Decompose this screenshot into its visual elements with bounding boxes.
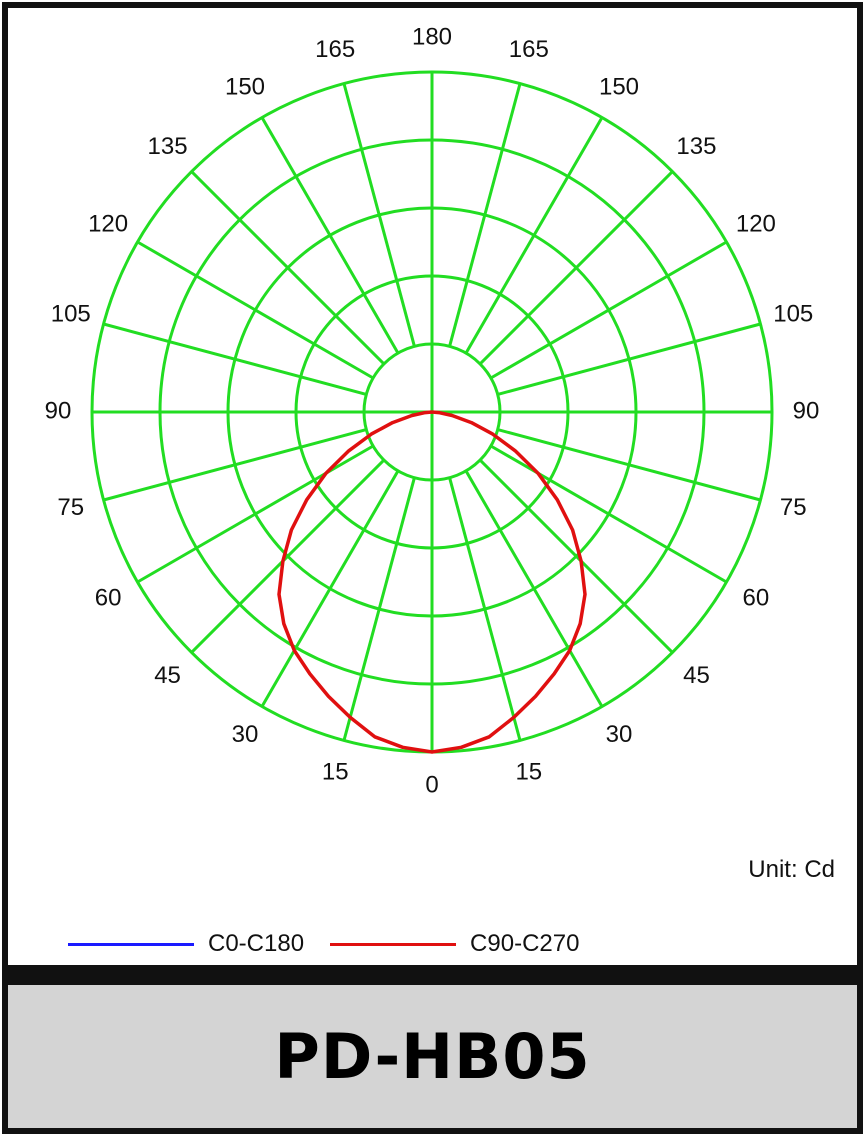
legend-label-c90: C90-C270 [470, 930, 580, 957]
tick-label-right-45: 45 [683, 662, 710, 689]
footer-band: PD-HB05 [8, 985, 857, 1128]
grid-spoke-30-r [464, 470, 604, 708]
tick-label-left-120: 120 [88, 210, 128, 237]
tick-label-left-30: 30 [232, 721, 259, 748]
grid-spoke-15-r [448, 477, 522, 741]
grid-spoke-135-r [479, 170, 674, 365]
tick-label-left-45: 45 [154, 662, 181, 689]
tick-label-right-150: 150 [599, 73, 639, 100]
tick-label-right-135: 135 [676, 133, 716, 160]
tick-label-right-30: 30 [606, 721, 633, 748]
grid-spoke-120-r [490, 240, 728, 380]
grid-spoke-75-r [497, 428, 761, 502]
legend-item-c0: C0-C180 [68, 930, 304, 958]
grid-spoke-150-r [464, 116, 604, 354]
grid-spoke-105-l [103, 322, 367, 396]
tick-label-right-120: 120 [736, 210, 776, 237]
tick-label-right-15: 15 [515, 759, 542, 786]
grid-spoke-45-r [479, 459, 674, 654]
model-title: PD-HB05 [274, 1020, 591, 1093]
legend-swatch-c90 [330, 942, 457, 946]
divider-bar [8, 965, 857, 985]
tick-label-180: 180 [412, 23, 452, 50]
legend-swatch-c0 [68, 942, 194, 946]
tick-label-right-60: 60 [743, 584, 770, 611]
grid-spoke-60-l [136, 444, 374, 584]
grid-spoke-75-l [103, 428, 367, 502]
grid-spoke-105-r [497, 322, 761, 396]
tick-label-right-105: 105 [773, 301, 813, 328]
grid-spoke-15-l [342, 477, 416, 741]
tick-label-left-105: 105 [51, 301, 91, 328]
polar-chart: 1651501351201059075604530151651501351201… [45, 23, 820, 798]
legend-item-c90: C90-C270 [330, 930, 579, 958]
legend: C0-C180 C90-C270 [68, 928, 605, 960]
tick-label-left-75: 75 [57, 494, 84, 521]
grid-spoke-60-r [490, 444, 728, 584]
grid-spoke-165-l [342, 83, 416, 347]
tick-label-left-135: 135 [148, 133, 188, 160]
polar-chart-panel: 165 150 135 120 105 90 75 60 45 30 15 165 150 135 120 1… [8, 8, 857, 965]
grid-spoke-45-l [190, 459, 385, 654]
unit-label: Unit: Cd [748, 856, 835, 883]
grid-spoke-120-l [136, 240, 374, 380]
tick-label-left-90: 90 [45, 397, 72, 424]
tick-label-left-150: 150 [225, 73, 265, 100]
tick-label-left-15: 15 [322, 759, 349, 786]
tick-label-left-60: 60 [95, 584, 122, 611]
series-c90-c270-curve [277, 410, 587, 754]
legend-label-c0: C0-C180 [208, 930, 305, 957]
grid-spoke-30-l [260, 470, 400, 708]
tick-label-right-75: 75 [780, 494, 807, 521]
tick-label-right-165: 165 [509, 36, 549, 63]
tick-label-left-165: 165 [315, 36, 355, 63]
grid-spoke-165-r [448, 83, 522, 347]
tick-label-0: 0 [425, 771, 438, 798]
grid-spoke-135-l [190, 170, 385, 365]
tick-label-right-90: 90 [793, 397, 820, 424]
grid-spoke-150-l [260, 116, 400, 354]
